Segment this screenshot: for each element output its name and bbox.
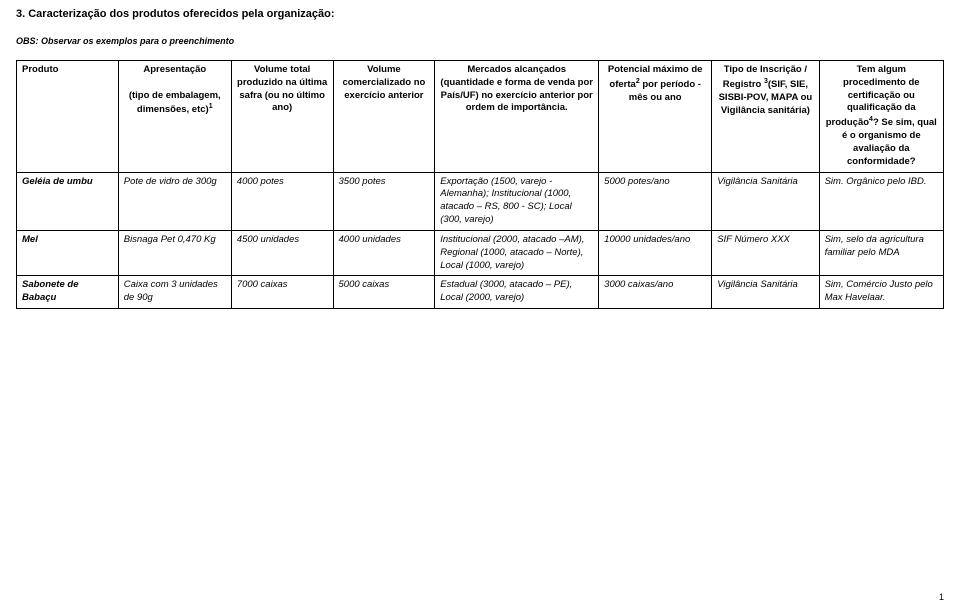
- cell-produto: Geléia de umbu: [17, 172, 119, 230]
- cell-voltotal: 4000 potes: [231, 172, 333, 230]
- th-apres-top: Apresentação: [143, 64, 206, 75]
- cell-mercados: Estadual (3000, atacado – PE), Local (20…: [435, 276, 599, 309]
- obs-note: OBS: Observar os exemplos para o preench…: [16, 36, 944, 46]
- th-potencial: Potencial máximo de oferta2 por período …: [599, 61, 712, 173]
- section-title: 3. Caracterização dos produtos oferecido…: [16, 8, 944, 20]
- cell-voltotal: 4500 unidades: [231, 230, 333, 275]
- cell-volcom: 4000 unidades: [333, 230, 435, 275]
- th-produto: Produto: [17, 61, 119, 173]
- th-apres-sup: 1: [209, 103, 213, 110]
- cell-volcom: 3500 potes: [333, 172, 435, 230]
- cell-apres: Bisnaga Pet 0,470 Kg: [118, 230, 231, 275]
- table-header-row: Produto Apresentação (tipo de embalagem,…: [17, 61, 944, 173]
- th-pot-b: por período - mês ou ano: [629, 79, 701, 103]
- table-row: Mel Bisnaga Pet 0,470 Kg 4500 unidades 4…: [17, 230, 944, 275]
- th-apres-sub: (tipo de embalagem, dimensões, etc): [129, 90, 221, 116]
- cell-voltotal: 7000 caixas: [231, 276, 333, 309]
- cell-produto: Sabonete de Babaçu: [17, 276, 119, 309]
- cell-cert: Sim, selo da agricultura familiar pelo M…: [819, 230, 943, 275]
- th-apresentacao: Apresentação (tipo de embalagem, dimensõ…: [118, 61, 231, 173]
- page-number: 1: [939, 592, 944, 602]
- products-table: Produto Apresentação (tipo de embalagem,…: [16, 60, 944, 309]
- cell-cert: Sim, Comércio Justo pelo Max Havelaar.: [819, 276, 943, 309]
- cell-potencial: 10000 unidades/ano: [599, 230, 712, 275]
- th-mercados: Mercados alcançados (quantidade e forma …: [435, 61, 599, 173]
- cell-mercados: Exportação (1500, varejo - Alemanha); In…: [435, 172, 599, 230]
- th-cert: Tem algum procedimento de certificação o…: [819, 61, 943, 173]
- cell-volcom: 5000 caixas: [333, 276, 435, 309]
- cell-mercados: Institucional (2000, atacado –AM), Regio…: [435, 230, 599, 275]
- cell-produto: Mel: [17, 230, 119, 275]
- th-vol-com: Volume comercializado no exercício anter…: [333, 61, 435, 173]
- cell-potencial: 5000 potes/ano: [599, 172, 712, 230]
- table-row: Geléia de umbu Pote de vidro de 300g 400…: [17, 172, 944, 230]
- cell-tipo: SIF Número XXX: [712, 230, 819, 275]
- cell-apres: Pote de vidro de 300g: [118, 172, 231, 230]
- th-vol-total: Volume total produzido na última safra (…: [231, 61, 333, 173]
- cell-cert: Sim. Orgânico pelo IBD.: [819, 172, 943, 230]
- cell-tipo: Vigilância Sanitária: [712, 172, 819, 230]
- cell-potencial: 3000 caixas/ano: [599, 276, 712, 309]
- cell-tipo: Vigilância Sanitária: [712, 276, 819, 309]
- th-tipo: Tipo de Inscrição / Registro 3(SIF, SIE,…: [712, 61, 819, 173]
- table-row: Sabonete de Babaçu Caixa com 3 unidades …: [17, 276, 944, 309]
- cell-apres: Caixa com 3 unidades de 90g: [118, 276, 231, 309]
